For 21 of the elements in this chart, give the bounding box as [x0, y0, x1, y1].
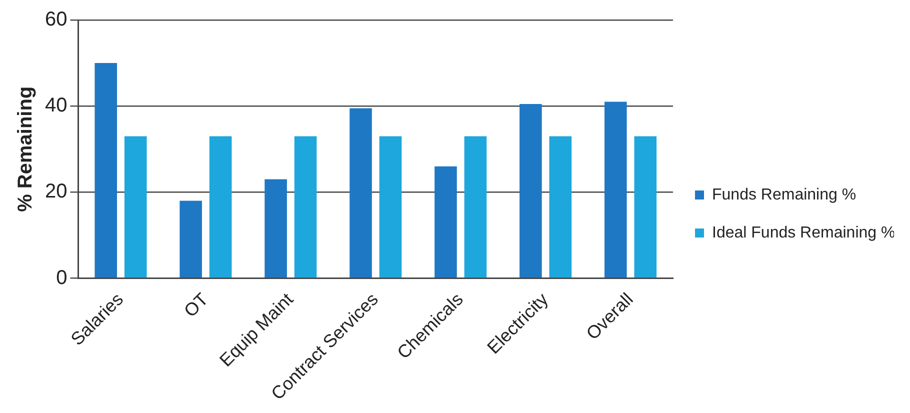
bar: [180, 200, 202, 278]
y-tick-label: 0: [56, 266, 68, 289]
legend-label: Funds Remaining %: [712, 186, 856, 204]
bar: [264, 179, 287, 278]
bar: [604, 102, 627, 278]
bar: [294, 136, 317, 278]
y-axis-title: % Remaining: [14, 86, 37, 212]
bar: [379, 136, 402, 278]
bar: [434, 166, 457, 278]
bar: [464, 136, 487, 278]
y-tick-label: 40: [44, 94, 68, 117]
bar: [124, 136, 147, 278]
y-tick-label: 60: [44, 8, 68, 31]
x-tick-label: OT: [180, 289, 212, 321]
bar: [209, 136, 232, 278]
bar: [94, 63, 118, 278]
bar: [634, 136, 657, 278]
bar: [520, 104, 542, 278]
bar: [350, 108, 372, 278]
bar: [549, 136, 572, 278]
y-tick-label: 20: [44, 180, 68, 203]
